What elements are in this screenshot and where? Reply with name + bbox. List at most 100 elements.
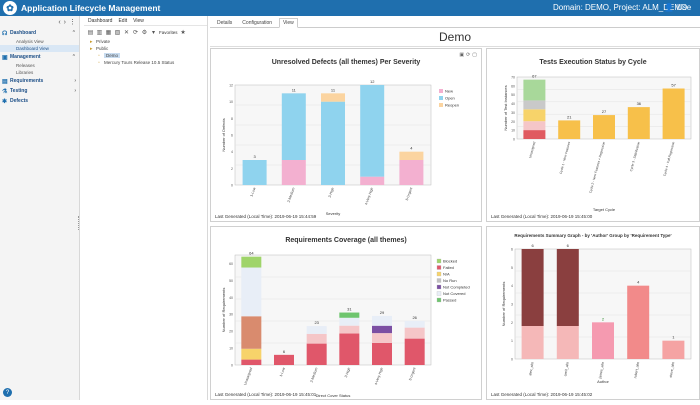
module-requirements[interactable]: ▤ Requirements › [0, 76, 79, 86]
copy-icon[interactable]: ▧ [114, 29, 121, 36]
tree-menubar: Dashboard Edit View [84, 16, 207, 26]
menu-dashboard[interactable]: Dashboard [88, 17, 113, 24]
sidebar-item-analysis-view[interactable]: Analysis View [16, 39, 44, 44]
x-tick-label: alex_alm [528, 361, 534, 376]
data-label: 23 [314, 320, 319, 325]
y-axis-label: Number of Test Instances [503, 85, 508, 130]
panel-footer: Last Generated (Local Time): 2019-06-19 … [215, 392, 317, 397]
y-tick-label: 20 [511, 120, 515, 124]
maximize-icon[interactable]: ▢ [472, 52, 477, 58]
tree-node[interactable]: ▸ Private [84, 38, 207, 45]
bar [662, 88, 685, 139]
y-tick-label: 6 [231, 134, 233, 138]
tab-configuration[interactable]: Configuration [242, 20, 273, 26]
y-tick-label: 60 [511, 84, 515, 88]
user-menu[interactable]: Use [677, 3, 692, 12]
folder-icon: ▸ [90, 45, 93, 52]
user-icon[interactable]: 👤 [664, 3, 674, 12]
data-label: 31 [347, 307, 352, 312]
panel-tests-by-cycle: Tests Execution Status by Cycle Number o… [486, 48, 700, 222]
bar-segment [281, 160, 306, 185]
tree-node[interactable]: ▸ Public [84, 45, 207, 52]
menu-edit[interactable]: Edit [118, 17, 128, 24]
legend-swatch [436, 265, 442, 270]
data-label: 21 [567, 114, 572, 119]
sidebar-item-dashboard-view[interactable]: Dashboard View [0, 45, 79, 52]
chevron-icon[interactable]: ⌃ [71, 30, 76, 36]
module-management[interactable]: ▣ Management ⌃ [0, 52, 79, 62]
settings-icon[interactable]: ⚙ [141, 29, 148, 36]
bar [627, 285, 650, 359]
domain-project-label[interactable]: Domain: DEMO, Project: ALM_DEMO [553, 3, 688, 12]
bar-segment [404, 321, 425, 328]
x-tick-label: 1-Low [279, 367, 286, 378]
chart-requirements-coverage: Number of Requirements 0 10 20 30 40 50 60 64 Una… [221, 251, 470, 398]
panel-title: Requirements Summary Graph - by 'Author'… [514, 233, 672, 238]
bar-segment [523, 121, 546, 131]
bar-segment [241, 348, 262, 360]
legend-label: N/A [443, 272, 450, 277]
y-tick-label: 8 [231, 117, 233, 121]
bar-segment [339, 312, 360, 318]
title-bar: ✿ Application Lifecycle Management Domai… [0, 0, 700, 16]
data-label: 26 [412, 315, 417, 320]
legend-swatch [436, 258, 442, 264]
sidebar-item-libraries[interactable]: Libraries [16, 70, 34, 75]
tab-view[interactable]: View [279, 18, 298, 28]
x-axis-label: Direct Cover Status [316, 393, 351, 398]
tab-details[interactable]: Details [217, 20, 233, 26]
legend-label: Open [445, 96, 455, 101]
delete-icon[interactable]: ✕ [123, 29, 130, 36]
more-icon[interactable]: ⋮ [69, 19, 76, 26]
module-dashboard[interactable]: ☊ Dashboard ⌃ [0, 28, 79, 38]
legend-label: Failed [443, 265, 454, 270]
y-tick-label: 2 [511, 321, 513, 325]
filter-icon[interactable]: ▣ [459, 52, 465, 58]
data-label: 6 [283, 349, 286, 354]
bar [662, 340, 685, 359]
chevron-icon[interactable]: ⌃ [71, 54, 76, 60]
management-icon: ▣ [2, 54, 8, 61]
legend-swatch [436, 271, 442, 277]
expand-icon[interactable]: › [63, 18, 66, 26]
new-graph-icon[interactable]: ▦ [105, 29, 112, 36]
x-tick-label: Cycle 1 - New Features [559, 141, 572, 175]
collapse-icon[interactable]: ‹ [58, 18, 61, 26]
data-label: 29 [380, 310, 385, 315]
x-tick-label: 2-Medium [287, 187, 296, 203]
help-icon[interactable]: ? [3, 388, 12, 397]
data-label: 4 [410, 146, 413, 151]
tree-node[interactable]: ▫ Demo [84, 52, 207, 59]
chevron-icon[interactable]: › [74, 88, 76, 94]
legend-label: Passed [443, 298, 456, 303]
refresh-icon[interactable]: ⟳ [466, 52, 471, 58]
tree-node-label: Public [96, 46, 109, 51]
dropdown-icon[interactable]: ▾ [151, 29, 155, 36]
sidebar-toolbar: ‹ › ⋮ [0, 16, 79, 28]
module-defects[interactable]: ✱ Defects [0, 96, 79, 106]
bar-segment [339, 333, 360, 365]
favorites-button[interactable]: Favorites [159, 29, 178, 35]
bar-segment [241, 267, 262, 317]
tree-node[interactable]: ▫ Mercury Tours Release 10.5 Status [84, 59, 207, 66]
new-folder-icon[interactable]: ▤ [87, 29, 94, 36]
bar-segment [556, 249, 579, 326]
data-label: 4 [637, 280, 640, 285]
sidebar-resize-handle[interactable] [78, 216, 81, 230]
bar-segment [242, 160, 267, 185]
y-axis-label: Number of Requirements [501, 282, 506, 327]
chevron-icon[interactable]: › [74, 78, 76, 84]
y-tick-label: 4 [231, 150, 233, 154]
favorites-icon[interactable]: ★ [180, 29, 186, 36]
bar-segment [306, 333, 327, 344]
menu-view[interactable]: View [133, 17, 144, 24]
x-axis-label: Author [597, 379, 609, 384]
bar-segment [523, 100, 546, 110]
new-page-icon[interactable]: ▥ [96, 29, 103, 36]
bar-segment [241, 359, 262, 365]
refresh-icon[interactable]: ⟳ [132, 29, 139, 36]
sidebar-item-releases[interactable]: Releases [16, 63, 35, 68]
legend-label: Blocked [443, 259, 457, 264]
y-axis-label: Number of Defects [221, 118, 226, 151]
module-testing[interactable]: ⚗ Testing › [0, 86, 79, 96]
